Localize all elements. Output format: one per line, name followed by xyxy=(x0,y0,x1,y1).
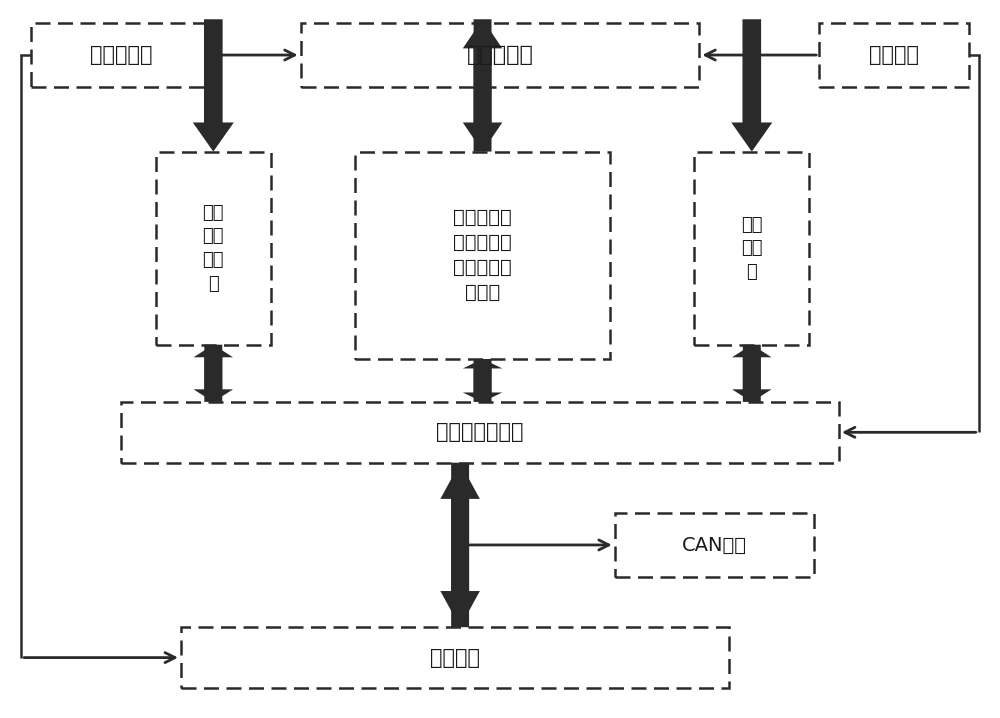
FancyArrow shape xyxy=(193,19,234,151)
Bar xyxy=(31,23,211,87)
FancyArrow shape xyxy=(463,359,502,402)
Text: 电池组模块: 电池组模块 xyxy=(467,45,533,65)
FancyArrow shape xyxy=(463,19,502,151)
Bar xyxy=(121,402,839,462)
Text: 均衡
充放
电模
块: 均衡 充放 电模 块 xyxy=(203,204,224,292)
Bar xyxy=(156,151,271,345)
Text: 数字信号处理器: 数字信号处理器 xyxy=(436,422,524,442)
FancyArrow shape xyxy=(440,462,480,628)
FancyArrow shape xyxy=(194,345,233,402)
FancyArrow shape xyxy=(732,345,772,402)
FancyArrow shape xyxy=(463,359,502,402)
Bar xyxy=(355,151,610,359)
Text: 充放电机器: 充放电机器 xyxy=(90,45,152,65)
Bar xyxy=(301,23,699,87)
Text: 微处理器: 微处理器 xyxy=(430,648,480,668)
Text: 电池参数采
集模块（单
体电压、温
度等）: 电池参数采 集模块（单 体电压、温 度等） xyxy=(453,208,512,302)
Bar xyxy=(181,628,729,688)
FancyArrow shape xyxy=(440,462,480,628)
Text: 电流检测: 电流检测 xyxy=(869,45,919,65)
FancyArrow shape xyxy=(731,19,772,151)
Text: 热处
理模
块: 热处 理模 块 xyxy=(741,215,763,281)
Bar xyxy=(819,23,969,87)
Text: CAN总线: CAN总线 xyxy=(682,536,747,554)
FancyArrow shape xyxy=(732,345,772,402)
Bar xyxy=(615,513,814,577)
FancyArrow shape xyxy=(463,19,502,151)
Bar xyxy=(694,151,809,345)
FancyArrow shape xyxy=(194,345,233,402)
